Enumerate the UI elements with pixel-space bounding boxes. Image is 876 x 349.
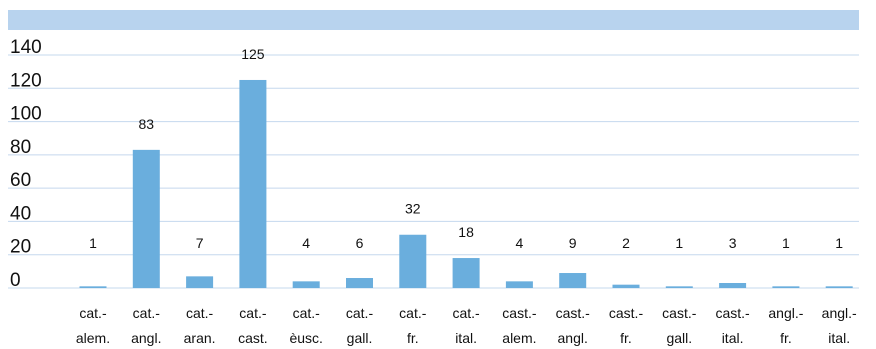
x-tick-label-line2: fr. — [620, 330, 632, 346]
y-axis-ticks: 140 120 100 80 60 40 20 0 — [10, 37, 42, 291]
data-label: 9 — [569, 235, 577, 251]
x-tick-label-line2: angl. — [558, 330, 588, 346]
data-label: 7 — [196, 235, 204, 251]
x-tick-label-line2: alem. — [76, 330, 110, 346]
bar — [292, 281, 320, 288]
data-label: 6 — [356, 235, 364, 251]
bar — [612, 284, 640, 288]
y-tick-label: 100 — [10, 104, 42, 125]
data-label: 4 — [302, 235, 310, 251]
data-label: 83 — [139, 116, 155, 132]
y-tick-label: 0 — [10, 270, 21, 291]
x-tick-label-line1: cast.- — [715, 305, 750, 321]
y-tick-label: 60 — [10, 170, 31, 191]
bar — [399, 234, 427, 288]
bar — [505, 281, 533, 288]
bar — [79, 286, 107, 288]
x-tick-label-line1: cast.- — [662, 305, 697, 321]
bar — [452, 258, 480, 288]
bar — [825, 286, 853, 288]
x-tick-label-line1: cast.- — [609, 305, 644, 321]
x-tick-label-line2: gall. — [347, 330, 373, 346]
bar — [772, 286, 800, 288]
x-tick-label-line1: cast.- — [502, 305, 537, 321]
data-label: 3 — [729, 235, 737, 251]
bar — [239, 79, 267, 288]
x-tick-label-line2: angl. — [131, 330, 161, 346]
x-axis-labels: cat.- alem. cat.- angl. cat.- aran. cat.- cast.… — [76, 305, 857, 346]
x-tick-label-line1: angl.- — [822, 305, 857, 321]
x-tick-label-line2: fr. — [407, 330, 419, 346]
x-tick-label-line2: cast. — [238, 330, 268, 346]
x-tick-label-line2: èusc. — [289, 330, 322, 346]
x-tick-label-line2: aran. — [184, 330, 216, 346]
x-tick-label-line1: angl.- — [768, 305, 803, 321]
data-label: 32 — [405, 201, 421, 217]
bars — [79, 79, 853, 288]
data-label: 18 — [458, 224, 474, 240]
x-tick-label-line1: cat.- — [133, 305, 161, 321]
bar — [132, 149, 160, 288]
x-tick-label-line2: fr. — [780, 330, 792, 346]
x-tick-label-line1: cat.- — [346, 305, 374, 321]
x-tick-label-line2: ital. — [828, 330, 850, 346]
data-label: 1 — [675, 235, 683, 251]
x-tick-label-line1: cat.- — [399, 305, 427, 321]
data-label: 1 — [835, 235, 843, 251]
y-tick-label: 120 — [10, 70, 42, 91]
data-label: 125 — [241, 46, 265, 62]
bar — [186, 276, 214, 288]
bar — [559, 273, 587, 288]
y-tick-label: 20 — [10, 237, 31, 258]
x-tick-label-line1: cat.- — [293, 305, 321, 321]
data-label: 1 — [782, 235, 790, 251]
data-label: 4 — [516, 235, 524, 251]
x-tick-label-line2: alem. — [502, 330, 536, 346]
x-tick-label-line1: cat.- — [186, 305, 214, 321]
x-tick-label-line1: cat.- — [239, 305, 267, 321]
data-label: 2 — [622, 235, 630, 251]
x-tick-label-line1: cat.- — [452, 305, 480, 321]
x-tick-label-line1: cat.- — [79, 305, 107, 321]
bar — [665, 286, 693, 288]
data-label: 1 — [89, 235, 97, 251]
y-tick-label: 80 — [10, 137, 31, 158]
x-tick-label-line1: cast.- — [556, 305, 591, 321]
bar — [719, 283, 747, 288]
y-tick-label: 140 — [10, 37, 42, 58]
x-tick-label-line2: gall. — [666, 330, 692, 346]
bar — [346, 278, 373, 288]
x-tick-label-line2: ital. — [722, 330, 744, 346]
header-band — [8, 10, 859, 30]
y-tick-label: 40 — [10, 203, 31, 224]
x-tick-label-line2: ital. — [455, 330, 477, 346]
